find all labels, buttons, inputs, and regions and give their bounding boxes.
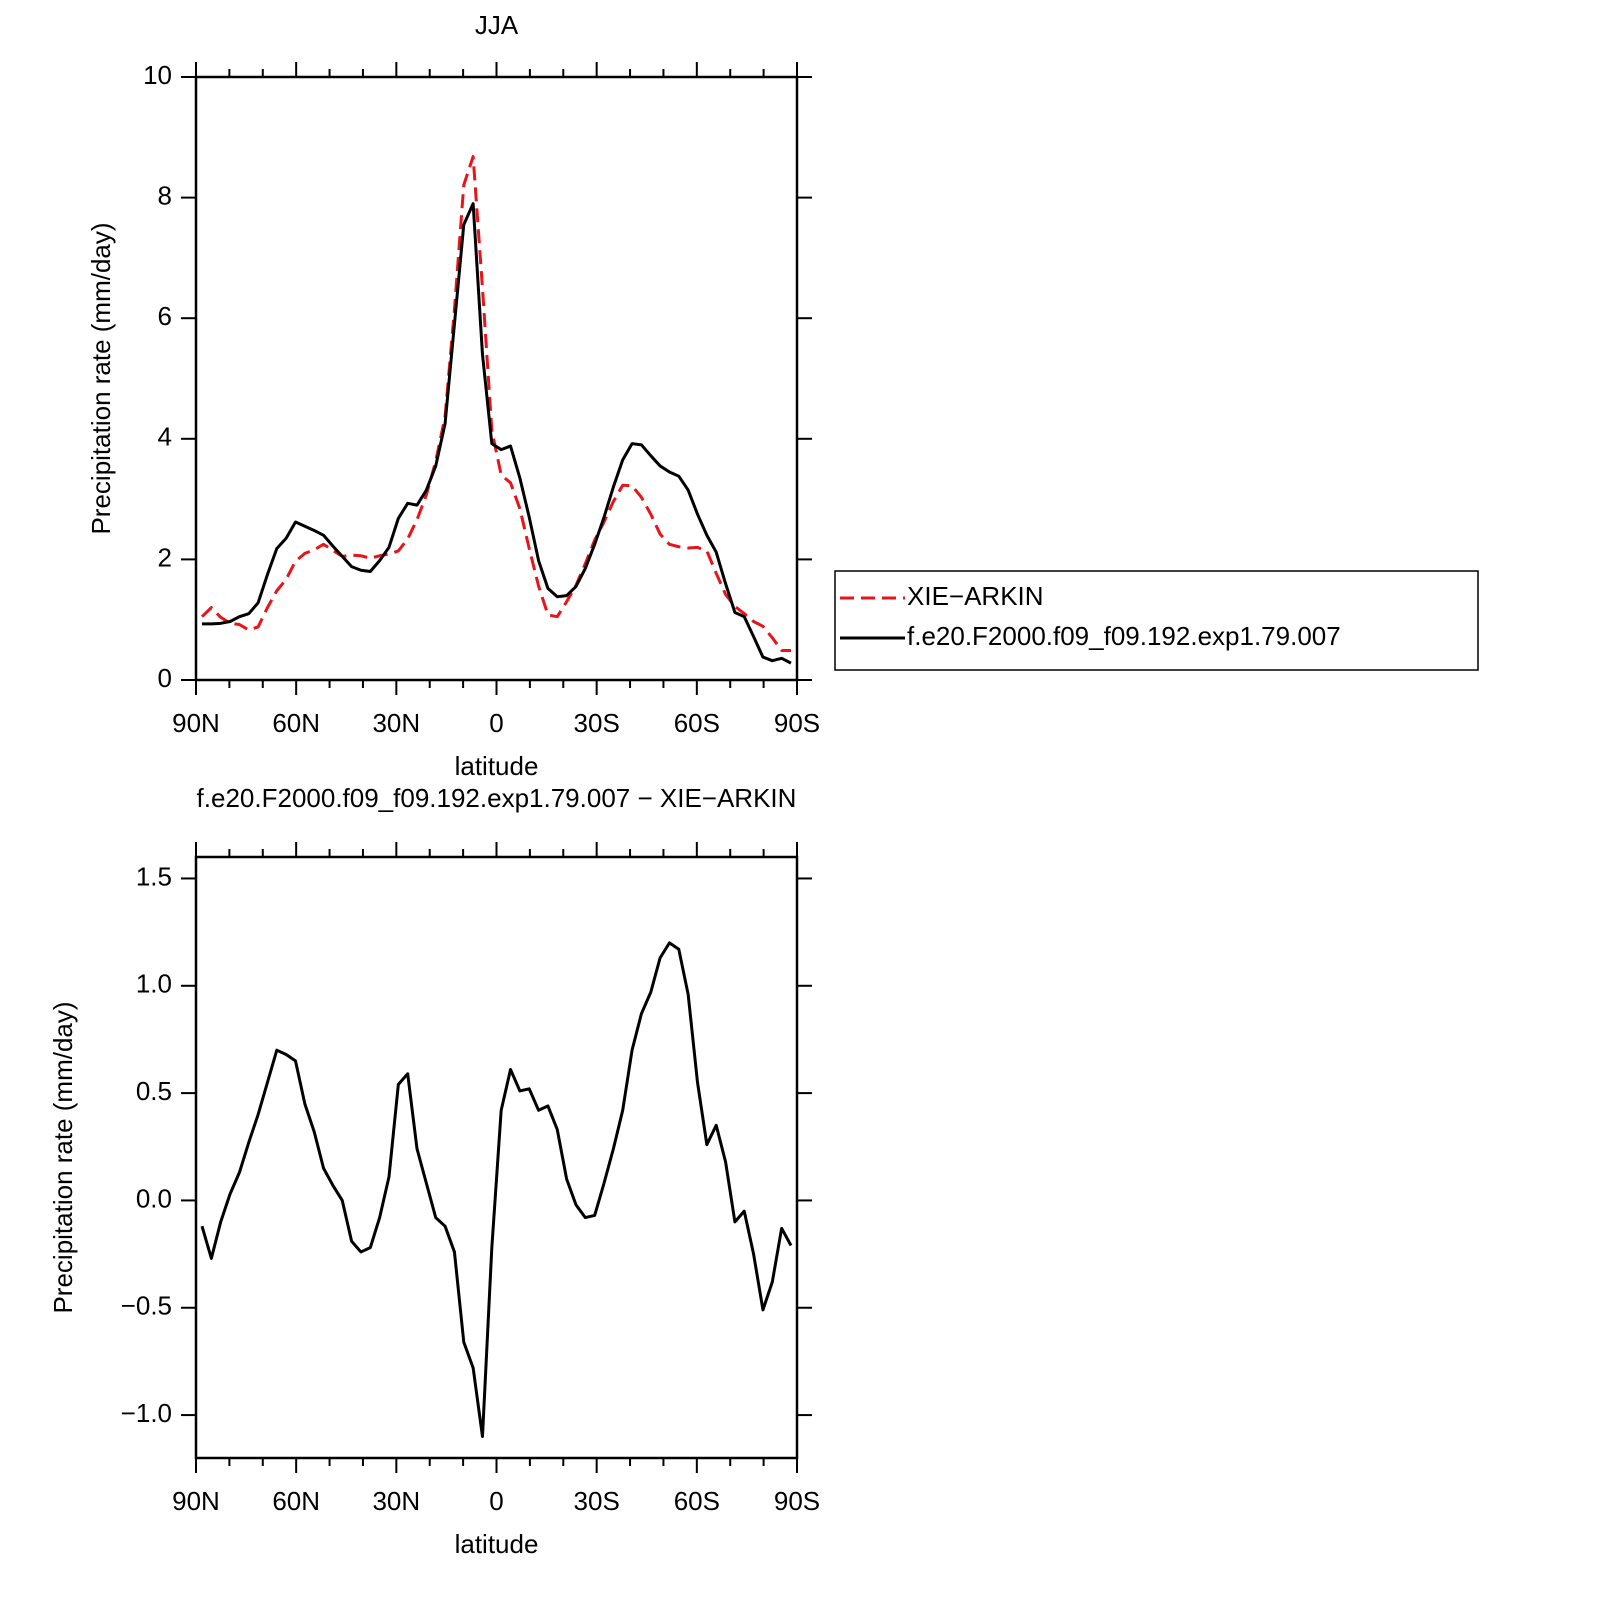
y-tick-label: 10: [143, 60, 172, 90]
y-tick-label: −1.0: [121, 1398, 172, 1428]
chart-title: JJA: [475, 10, 519, 40]
y-axis-label: Precipitation rate (mm/day): [48, 1001, 78, 1313]
y-tick-label: 0.0: [136, 1183, 172, 1213]
x-tick-label: 90N: [172, 708, 220, 738]
data-line: [202, 202, 792, 665]
x-tick-label: 60S: [674, 1486, 720, 1516]
y-axis-label: Precipitation rate (mm/day): [86, 222, 116, 534]
x-tick-label: 90N: [172, 1486, 220, 1516]
y-tick-label: 0: [158, 663, 172, 693]
chart-title: f.e20.F2000.f09_f09.192.exp1.79.007 − XI…: [197, 783, 797, 813]
x-tick-label: 30N: [372, 1486, 420, 1516]
y-tick-label: 1.0: [136, 969, 172, 999]
plot-frame: [194, 855, 799, 1460]
x-tick-label: 30S: [574, 708, 620, 738]
x-tick-label: 30S: [574, 1486, 620, 1516]
y-tick-label: 6: [158, 301, 172, 331]
legend-label: f.e20.F2000.f09_f09.192.exp1.79.007: [907, 621, 1341, 651]
y-tick-label: 2: [158, 542, 172, 572]
x-tick-label: 90S: [774, 708, 820, 738]
x-tick-label: 0: [489, 1486, 503, 1516]
x-tick-label: 60N: [272, 708, 320, 738]
y-tick-label: −0.5: [121, 1291, 172, 1321]
legend-box: [834, 570, 1479, 671]
x-tick-label: 30N: [372, 708, 420, 738]
data-line: [200, 941, 793, 1439]
y-tick-label: 1.5: [136, 861, 172, 891]
x-tick-label: 60N: [272, 1486, 320, 1516]
x-tick-label: 60S: [674, 708, 720, 738]
y-tick-label: 0.5: [136, 1076, 172, 1106]
x-tick-label: 90S: [774, 1486, 820, 1516]
legend-label: XIE−ARKIN: [907, 581, 1044, 611]
y-tick-label: 4: [158, 422, 172, 452]
plot-frame: [194, 75, 799, 682]
data-line: [200, 155, 791, 652]
x-tick-label: 0: [489, 708, 503, 738]
x-axis-label: latitude: [455, 1529, 539, 1559]
y-tick-label: 8: [158, 180, 172, 210]
x-axis-label: latitude: [455, 751, 539, 781]
